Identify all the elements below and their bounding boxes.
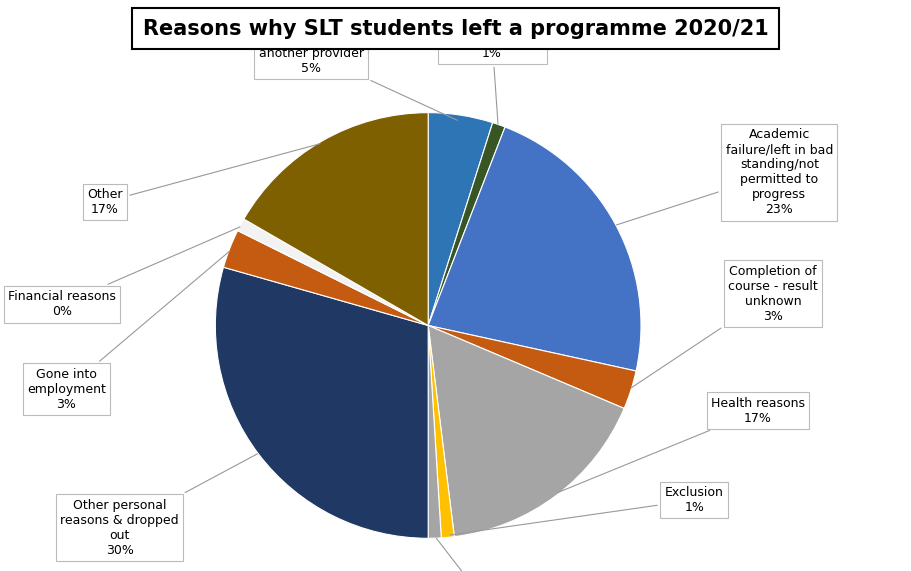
Text: Written off after
lapse of time
1%: Written off after lapse of time 1%: [442, 17, 542, 124]
Text: Academic
failure/left in bad
standing/not
permitted to
progress
23%: Academic failure/left in bad standing/no…: [617, 128, 833, 225]
Wedge shape: [428, 325, 624, 537]
Text: Other
17%: Other 17%: [87, 144, 320, 216]
Text: Gone into
employment
3%: Gone into employment 3%: [27, 251, 230, 411]
Text: Completion of
course - result
unknown
3%: Completion of course - result unknown 3%: [631, 264, 818, 388]
Wedge shape: [428, 325, 636, 408]
Text: Exclusion
1%: Exclusion 1%: [450, 486, 723, 535]
Wedge shape: [428, 112, 493, 325]
Wedge shape: [238, 219, 428, 325]
Wedge shape: [428, 127, 641, 371]
Wedge shape: [428, 325, 441, 538]
Text: Health reasons
17%: Health reasons 17%: [558, 397, 805, 493]
Text: Transferred to
another provider
5%: Transferred to another provider 5%: [259, 31, 457, 120]
Text: Reasons why SLT students left a programme 2020/21: Reasons why SLT students left a programm…: [143, 18, 768, 39]
Text: Other personal
reasons & dropped
out
30%: Other personal reasons & dropped out 30%: [60, 454, 258, 557]
Text: Financial reasons
0%: Financial reasons 0%: [8, 227, 240, 318]
Wedge shape: [428, 123, 505, 325]
Wedge shape: [215, 267, 428, 538]
Wedge shape: [428, 325, 455, 538]
Text: Death
0%: Death 0%: [436, 538, 505, 571]
Wedge shape: [223, 231, 428, 325]
Wedge shape: [244, 112, 428, 325]
